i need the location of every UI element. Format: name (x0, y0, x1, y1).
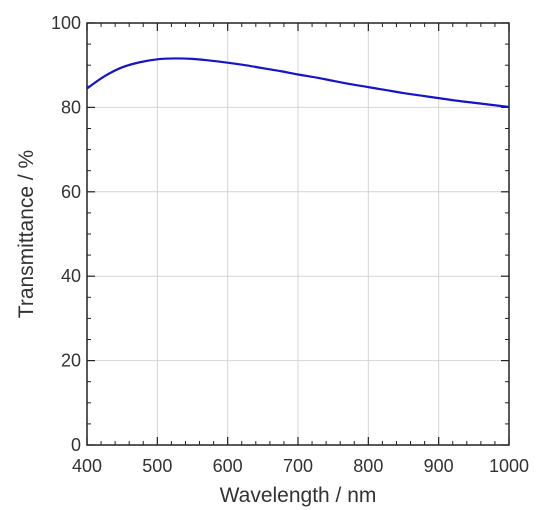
x-axis-title: Wavelength / nm (220, 484, 377, 507)
x-tick-labels: 400 500 600 700 800 900 1000 (72, 456, 529, 476)
x-tick-label: 700 (283, 456, 313, 476)
y-tick-label: 40 (61, 266, 81, 286)
y-tick-label: 100 (51, 13, 81, 33)
x-tick-label: 900 (424, 456, 454, 476)
series-layer (86, 57, 510, 109)
minor-ticks (87, 23, 509, 445)
x-tick-label: 600 (213, 456, 243, 476)
series-line (86, 57, 510, 109)
y-tick-label: 0 (71, 435, 81, 455)
x-tick-label: 400 (72, 456, 102, 476)
y-tick-label: 60 (61, 182, 81, 202)
grid (87, 23, 509, 445)
y-axis-title: Transmittance / % (15, 150, 38, 318)
y-tick-labels: 0 20 40 60 80 100 (51, 13, 81, 455)
x-tick-label: 1000 (489, 456, 529, 476)
x-tick-label: 500 (142, 456, 172, 476)
y-tick-label: 80 (61, 97, 81, 117)
x-tick-label: 800 (353, 456, 383, 476)
y-tick-label: 20 (61, 351, 81, 371)
